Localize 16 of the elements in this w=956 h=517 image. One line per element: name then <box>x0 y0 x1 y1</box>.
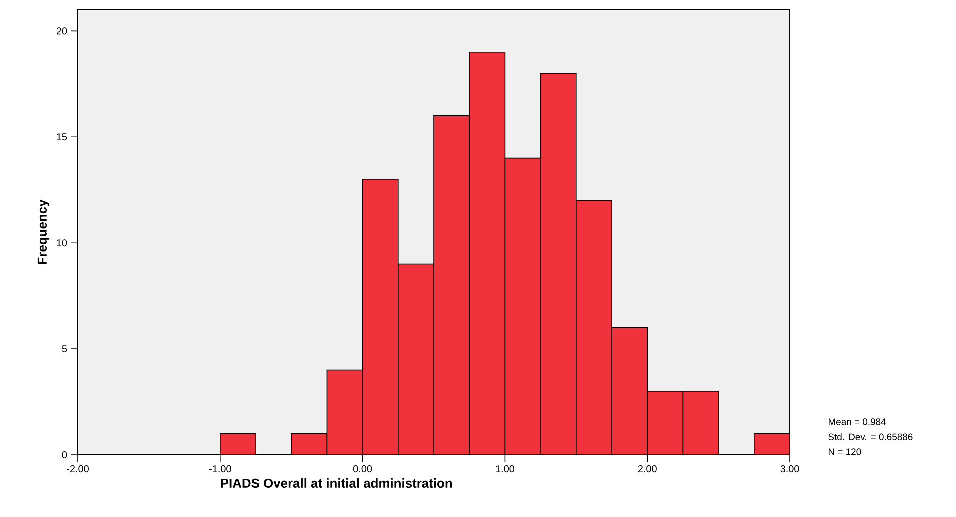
y-tick-label: 20 <box>56 28 68 35</box>
x-tick-label: -2.00 <box>67 466 89 473</box>
x-tick-label: 2.00 <box>638 466 657 473</box>
text: Std. Dev. = 0.65886 <box>828 434 913 440</box>
y-tick-label: 0 <box>62 451 68 459</box>
text: Mean = 0.984 <box>828 418 886 426</box>
text: N = 120 <box>828 448 862 456</box>
x-tick-label: 0.00 <box>354 466 372 473</box>
x-tick-label: 1.00 <box>496 466 515 473</box>
x-tick-label: 3.00 <box>780 466 800 473</box>
y-tick-label: 5 <box>62 346 68 353</box>
x-tick-label: -1.00 <box>209 466 232 473</box>
y-tick-label: 15 <box>57 134 68 141</box>
y-axis-title: Frequency <box>38 200 50 264</box>
x-axis-title: PIADS Overall at initial administration <box>221 478 452 488</box>
y-tick-label: 10 <box>57 240 68 247</box>
